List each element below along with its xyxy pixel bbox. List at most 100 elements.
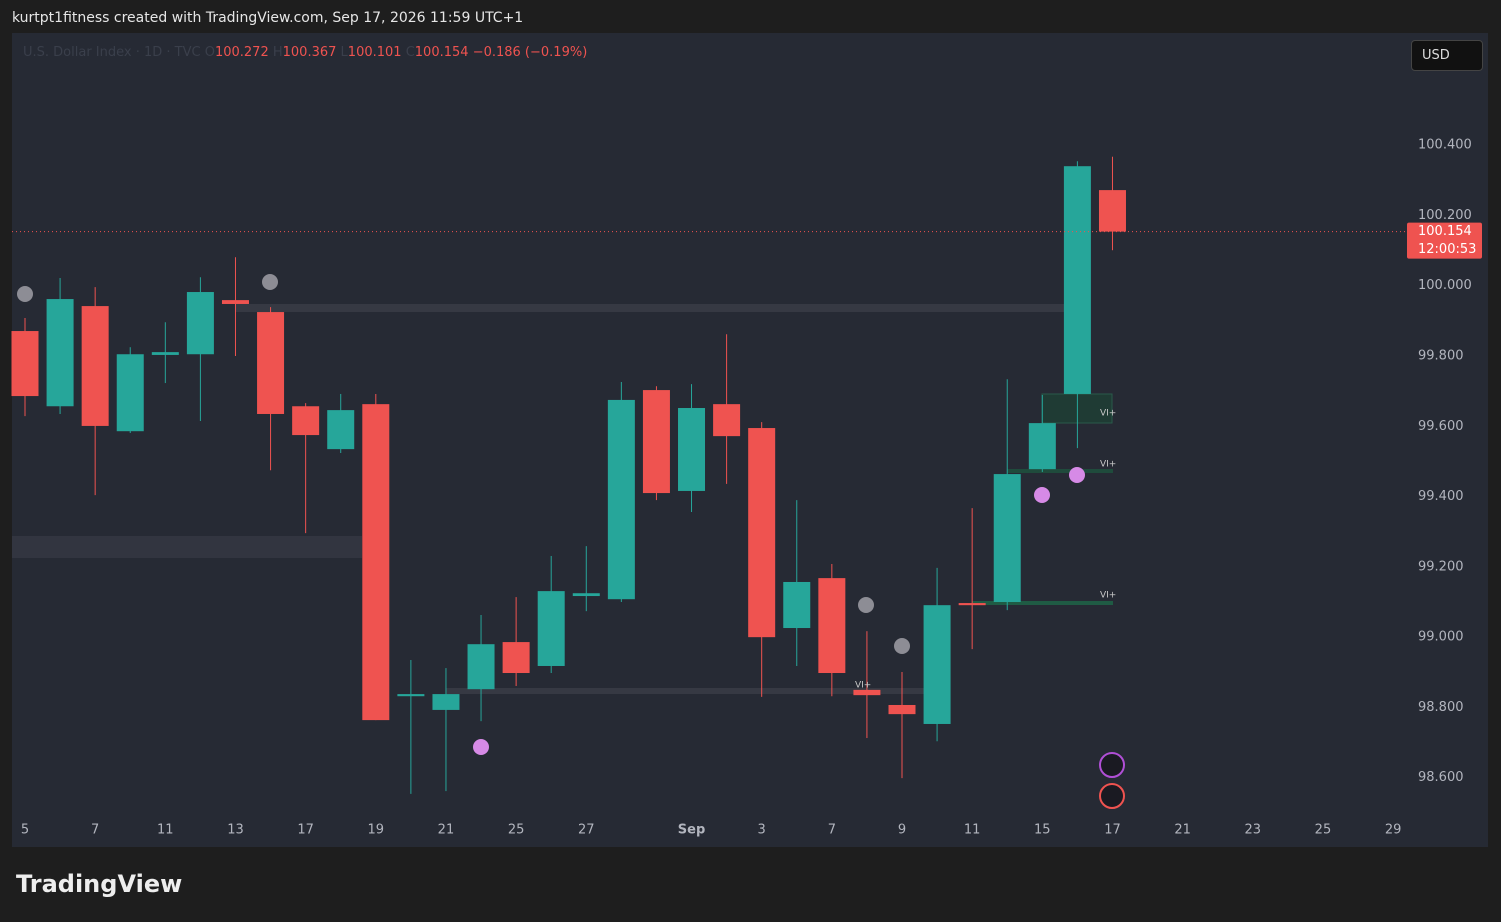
- last-price-label: 100.154: [1418, 224, 1472, 239]
- marker: [1034, 487, 1050, 503]
- y-tick-label: 98.600: [1418, 770, 1464, 785]
- candle-body: [432, 694, 460, 710]
- candle-body: [327, 410, 355, 450]
- candle-body: [11, 331, 39, 397]
- y-tick-label: 99.000: [1418, 630, 1464, 645]
- candle-body: [642, 390, 670, 494]
- ohlc-label: H: [272, 45, 283, 60]
- candle-body: [537, 591, 565, 666]
- candle-body: [46, 299, 74, 407]
- zone: [1007, 469, 1113, 473]
- candle-body: [713, 404, 741, 437]
- candle-body: [502, 642, 530, 674]
- symbol: U.S. Dollar Index · 1D · TVC: [23, 45, 201, 60]
- event-icon[interactable]: [1099, 752, 1125, 778]
- candle-body: [397, 694, 425, 697]
- ohlc-label: O: [204, 45, 215, 60]
- x-tick-label: 7: [91, 823, 99, 838]
- x-tick-label: 25: [1315, 823, 1332, 838]
- candle-body: [853, 689, 881, 696]
- price-tag: [1407, 222, 1482, 259]
- event-icon[interactable]: [1099, 783, 1125, 809]
- x-tick-label: 7: [828, 823, 836, 838]
- zone: [446, 688, 926, 694]
- zone: [12, 536, 362, 558]
- marker: [858, 597, 874, 613]
- candle-body: [678, 408, 706, 491]
- x-tick-label: 27: [578, 823, 595, 838]
- ohlc-label: L: [340, 45, 348, 60]
- x-tick-label: 9: [898, 823, 906, 838]
- ohlc-value: 100.367: [282, 45, 337, 60]
- candle-body: [1063, 166, 1091, 394]
- x-tick-label: 19: [368, 823, 385, 838]
- marker: [1069, 467, 1085, 483]
- x-tick-label: 21: [1174, 823, 1191, 838]
- ohlc-value: 100.154: [414, 45, 469, 60]
- zone: [972, 601, 1113, 605]
- countdown: 12:00:53: [1418, 242, 1476, 257]
- y-tick-label: 100.000: [1418, 278, 1472, 293]
- candle-body: [818, 578, 846, 674]
- y-tick-label: 98.800: [1418, 700, 1464, 715]
- x-tick-label: 29: [1385, 823, 1402, 838]
- candle-body: [993, 474, 1021, 603]
- currency-button[interactable]: USD: [1411, 40, 1483, 71]
- candle-body: [923, 605, 951, 724]
- x-tick-label: 11: [157, 823, 174, 838]
- x-tick-label: 23: [1245, 823, 1262, 838]
- marker: [473, 739, 489, 755]
- ohlc: O100.272 H100.367 L100.101 C100.154: [205, 45, 473, 60]
- x-tick-label: 13: [227, 823, 244, 838]
- x-tick-label: 5: [21, 823, 29, 838]
- y-tick-label: 99.800: [1418, 348, 1464, 363]
- x-tick-label: Sep: [678, 823, 706, 838]
- y-tick-label: 99.600: [1418, 419, 1464, 434]
- candle-body: [257, 312, 285, 414]
- change: −0.186 (−0.19%): [472, 45, 588, 60]
- candle-body: [607, 399, 635, 600]
- y-tick-label: 99.400: [1418, 489, 1464, 504]
- candle-body: [1028, 423, 1056, 470]
- x-tick-label: 3: [758, 823, 766, 838]
- x-tick-label: 17: [297, 823, 314, 838]
- candle-body: [748, 428, 776, 638]
- ohlc-value: 100.101: [347, 45, 402, 60]
- annotation: VI+: [1100, 460, 1116, 470]
- y-tick-label: 100.200: [1418, 208, 1472, 223]
- x-tick-label: 11: [964, 823, 981, 838]
- logo[interactable]: TradingView: [16, 870, 183, 898]
- annotation: VI+: [1100, 591, 1116, 601]
- candle-body: [362, 404, 390, 721]
- candle-body: [292, 406, 320, 436]
- annotation: VI+: [1100, 409, 1116, 419]
- candle-body: [81, 306, 109, 426]
- y-tick-label: 100.400: [1418, 138, 1472, 153]
- zone: [235, 304, 1065, 312]
- marker: [17, 286, 33, 302]
- candle-body: [572, 593, 600, 597]
- legend: U.S. Dollar Index · 1D · TVC O100.272 H1…: [23, 45, 587, 60]
- candle-body: [116, 354, 144, 432]
- x-tick-label: 25: [508, 823, 525, 838]
- ohlc-value: 100.272: [214, 45, 269, 60]
- candle-body: [958, 603, 986, 606]
- ohlc-label: C: [405, 45, 415, 60]
- x-tick-label: 21: [438, 823, 455, 838]
- candle-body: [783, 581, 811, 629]
- marker: [894, 638, 910, 654]
- candle-body: [186, 292, 214, 355]
- candle-body: [467, 644, 495, 690]
- marker: [262, 274, 278, 290]
- candle-body: [888, 704, 916, 715]
- candle-body: [1098, 190, 1126, 232]
- candle-body: [151, 352, 179, 355]
- x-tick-label: 17: [1104, 823, 1121, 838]
- annotation: VI+: [855, 681, 871, 691]
- candle-body: [221, 300, 249, 304]
- attribution: kurtpt1fitness created with TradingView.…: [12, 10, 524, 26]
- y-tick-label: 99.200: [1418, 559, 1464, 574]
- x-tick-label: 15: [1034, 823, 1051, 838]
